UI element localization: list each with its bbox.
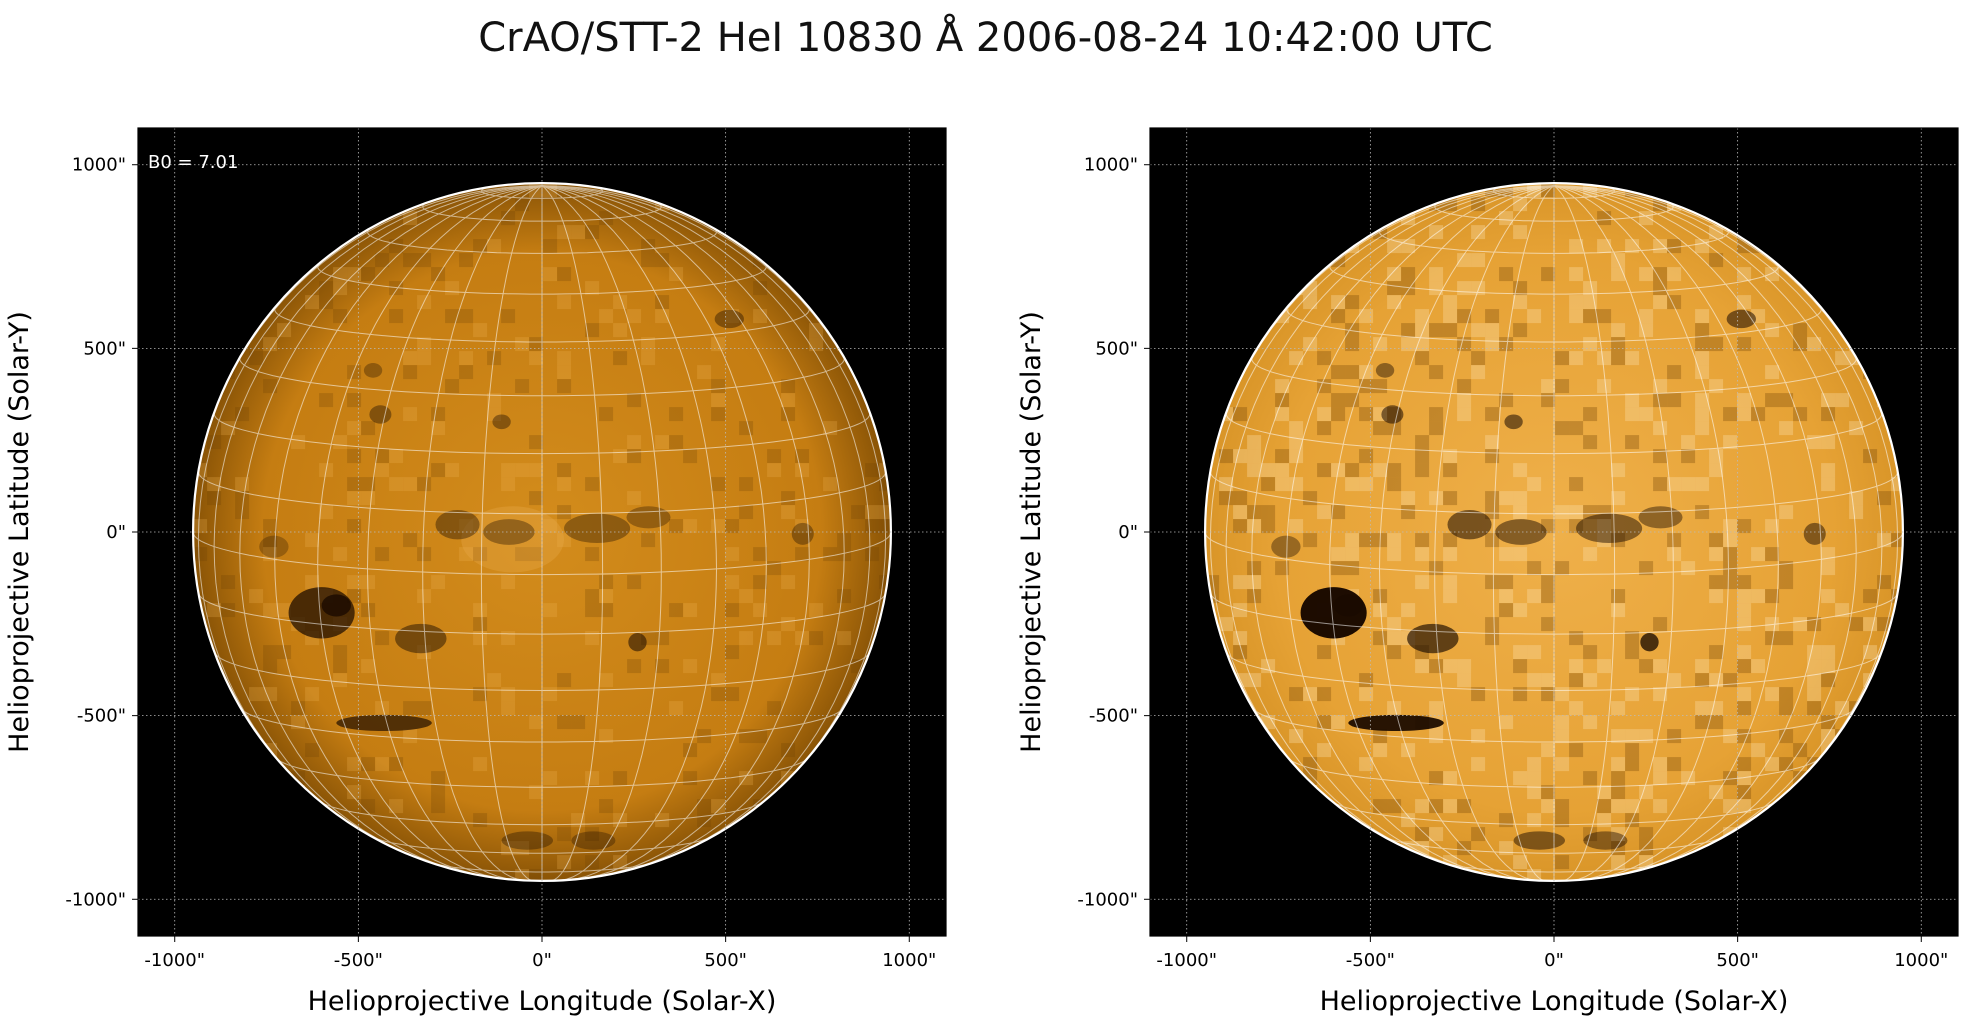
y-axis-label: Helioprojective Latitude (Solar-Y): [4, 311, 35, 753]
x-tick-label: 0": [1544, 950, 1564, 971]
x-tick-label: 500": [1716, 950, 1759, 971]
x-tick-label: -1000": [144, 950, 205, 971]
helioprojective-gridlines: [138, 128, 946, 936]
y-tick-label: -1000": [1077, 889, 1138, 910]
y-tick-label: -1000": [65, 889, 126, 910]
y-tick-label: 500": [83, 338, 126, 359]
y-axis-label: Helioprojective Latitude (Solar-Y): [1016, 311, 1047, 753]
x-tick-label: 0": [532, 950, 552, 971]
x-tick-label: 500": [704, 950, 747, 971]
heliographic-grid: [1204, 185, 1904, 882]
solar-map-svg: -1000" -500" 0" 500" 1000" 1000" 500" 0" -500" -1…: [4, 127, 947, 1017]
y-tick-label: 0": [106, 522, 126, 543]
solar-map-svg: -1000" -500" 0" 500" 1000" 1000" 500" 0" -500" -1…: [1016, 127, 1959, 1017]
b0-annotation: B0 = 7.01: [148, 152, 238, 173]
x-tick-label: 1000": [882, 950, 936, 971]
x-tick-label: -500": [334, 950, 383, 971]
x-axis-label: Helioprojective Longitude (Solar-X): [1320, 986, 1789, 1017]
y-tick-label: -500": [1089, 706, 1138, 727]
y-tick-label: 500": [1095, 338, 1138, 359]
figure-title: CrAO/STT-2 HeI 10830 Å 2006-08-24 10:42:…: [478, 15, 1493, 61]
x-axis-label: Helioprojective Longitude (Solar-X): [308, 986, 777, 1017]
y-tick-label: 0": [1118, 522, 1138, 543]
right-solar-map-panel: -1000" -500" 0" 500" 1000" 1000" 500" 0" -500" -1…: [1000, 0, 1971, 1030]
y-tick-label: 1000": [1084, 155, 1138, 176]
helioprojective-gridlines: [1150, 128, 1958, 936]
x-tick-label: -1000": [1156, 950, 1217, 971]
x-tick-label: -500": [1346, 950, 1395, 971]
x-tick-label: 1000": [1894, 950, 1948, 971]
y-tick-label: -500": [77, 706, 126, 727]
heliographic-grid: [192, 185, 892, 882]
y-tick-label: 1000": [72, 155, 126, 176]
left-solar-map-panel: -1000" -500" 0" 500" 1000" 1000" 500" 0" -500" -1…: [0, 0, 960, 1030]
